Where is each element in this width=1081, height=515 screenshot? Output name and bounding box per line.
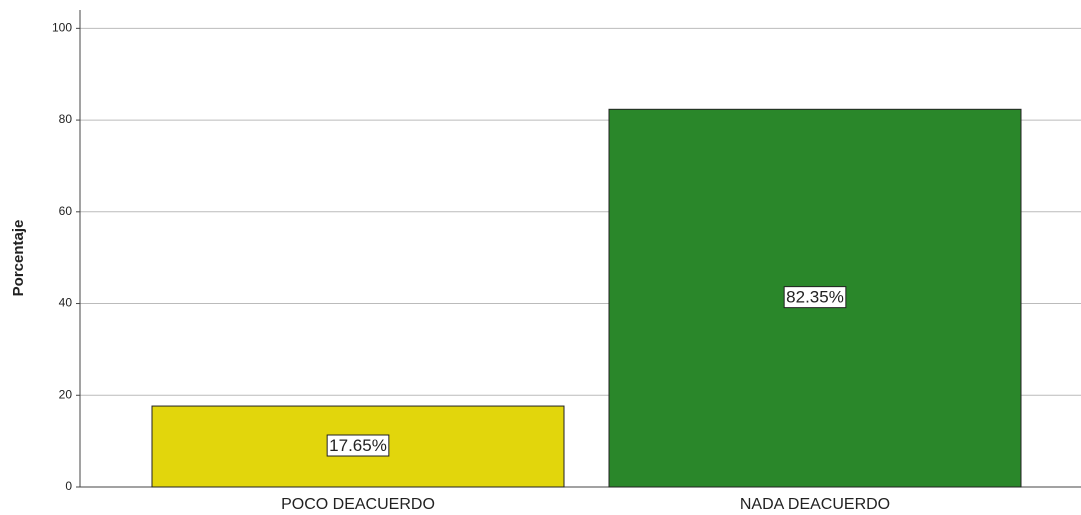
y-tick-label: 20 [59, 387, 73, 401]
y-axis-label: Porcentaje [10, 220, 27, 297]
x-tick-label: NADA DEACUERDO [740, 496, 890, 513]
value-label: 17.65% [329, 436, 387, 455]
y-tick-label: 100 [52, 21, 72, 35]
y-tick-label: 40 [59, 296, 73, 310]
x-tick-label: POCO DEACUERDO [281, 496, 435, 513]
value-label-box [326, 434, 390, 457]
y-tick-label: 80 [59, 112, 73, 126]
value-label: 82.35% [786, 288, 844, 307]
value-label-box [783, 286, 847, 309]
y-tick-label: 0 [65, 479, 72, 493]
y-tick-label: 60 [59, 204, 73, 218]
